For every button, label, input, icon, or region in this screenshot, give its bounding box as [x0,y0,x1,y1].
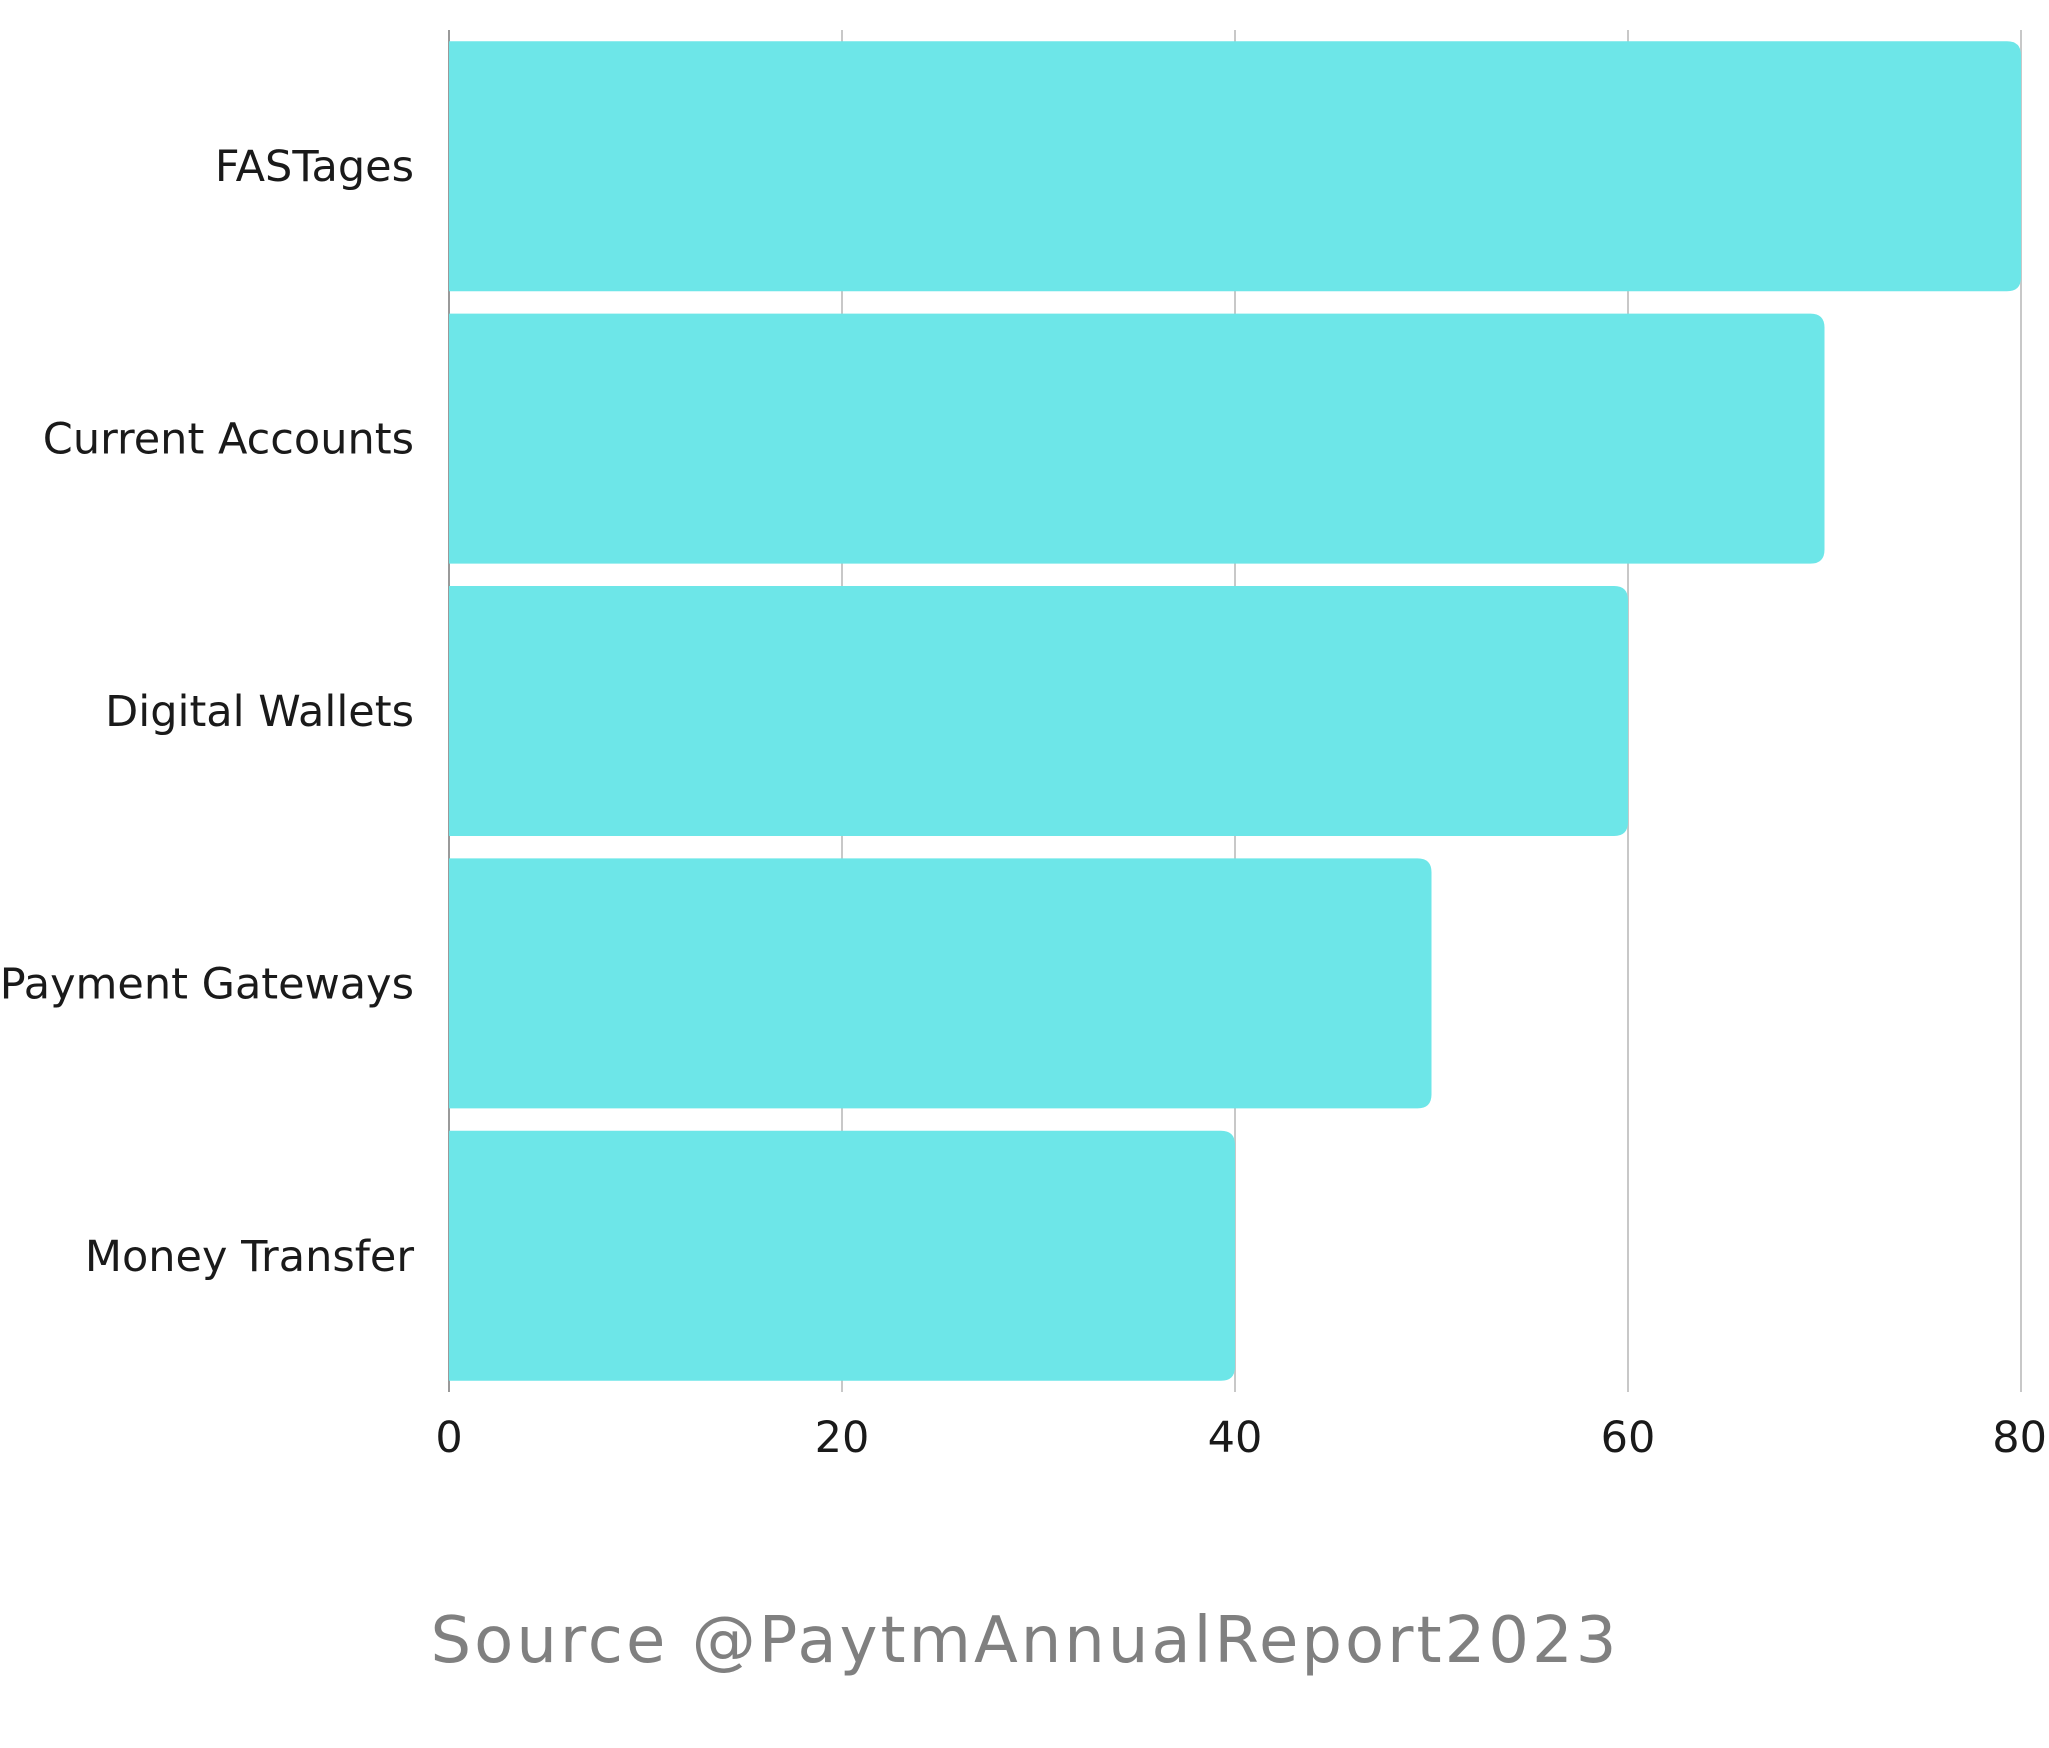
category-labels: FASTages Current Accounts Digital Wallets P… [0,142,414,1282]
bar-payment-gateways [449,858,1432,1109]
bar-digital-wallets [449,586,1628,836]
x-tick-label: 0 [435,1413,462,1463]
source-caption: Source @PaytmAnnualReport2023 [431,1604,1620,1678]
bar-fastages [449,41,2021,292]
tick-labels: 0 20 40 60 80 [435,1413,2047,1463]
x-tick-label: 40 [1208,1413,1263,1463]
category-label: Current Accounts [43,415,414,465]
category-label: Digital Wallets [105,687,414,737]
bar-layer [449,41,2021,1381]
x-tick-label: 60 [1601,1413,1656,1463]
bar-current-accounts [449,313,1825,564]
x-tick-label: 20 [815,1413,870,1463]
category-label: Payment Gateways [0,959,414,1009]
category-label: FASTages [215,142,414,192]
x-tick-label: 80 [1992,1413,2047,1463]
bar-money-transfer [449,1130,1235,1381]
category-label: Money Transfer [85,1232,414,1282]
